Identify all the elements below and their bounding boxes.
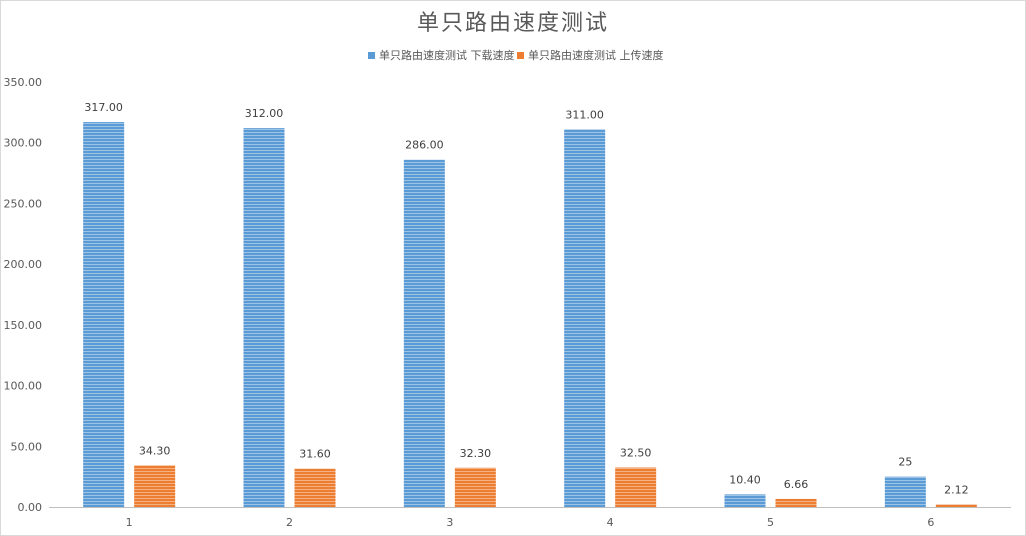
bar-download (243, 128, 285, 507)
bar-download (724, 494, 766, 507)
data-label: 25 (898, 456, 912, 469)
bar-download (403, 159, 445, 507)
x-tick-label: 4 (607, 516, 614, 529)
bar-download (564, 129, 606, 507)
legend-swatch-upload (517, 52, 524, 59)
data-label: 312.00 (245, 107, 284, 120)
bar-download (83, 122, 125, 508)
y-tick-label: 250.00 (4, 197, 43, 210)
legend-label-download: 单只路由速度测试 下载速度 (379, 48, 515, 62)
data-label: 311.00 (565, 108, 604, 121)
x-tick-label: 2 (286, 516, 293, 529)
data-label: 286.00 (405, 139, 444, 152)
y-tick-label: 0.00 (18, 501, 43, 514)
y-tick-label: 300.00 (4, 137, 43, 150)
bar-upload (294, 468, 336, 507)
x-tick-label: 3 (446, 516, 453, 529)
legend-label-upload: 单只路由速度测试 上传速度 (528, 48, 664, 62)
data-label: 317.00 (84, 101, 123, 114)
legend-swatch-download (368, 52, 375, 59)
bar-upload (134, 465, 176, 507)
bar-download (884, 476, 926, 507)
y-tick-label: 50.00 (11, 440, 43, 453)
x-tick-label: 6 (927, 516, 934, 529)
bar-upload (935, 504, 977, 507)
data-label: 2.12 (944, 483, 969, 496)
bar-upload (454, 467, 496, 507)
legend: 单只路由速度测试 下载速度 单只路由速度测试 上传速度 (368, 48, 664, 62)
data-label: 32.30 (460, 447, 492, 460)
data-label: 34.30 (139, 444, 171, 457)
x-tick-label: 1 (126, 516, 133, 529)
y-axis: 0.00 50.00 100.00 150.00 200.00 250.00 300.00 3… (4, 76, 43, 514)
y-tick-label: 200.00 (4, 258, 43, 271)
data-label: 32.50 (620, 447, 652, 460)
x-tick-label: 5 (767, 516, 774, 529)
bar-upload (775, 498, 817, 507)
y-tick-label: 150.00 (4, 319, 43, 332)
y-tick-label: 100.00 (4, 380, 43, 393)
bar-upload (615, 467, 657, 507)
y-tick-label: 350.00 (4, 76, 43, 89)
chart-title: 单只路由速度测试 (417, 11, 609, 36)
data-label: 31.60 (299, 448, 331, 461)
bars (83, 122, 977, 508)
data-labels: 317.00 312.00 286.00 311.00 10.40 25 34.30 31.6… (84, 101, 968, 496)
data-label: 6.66 (784, 478, 809, 491)
data-label: 10.40 (729, 473, 761, 486)
x-axis: 1 2 3 4 5 6 (49, 507, 1011, 529)
